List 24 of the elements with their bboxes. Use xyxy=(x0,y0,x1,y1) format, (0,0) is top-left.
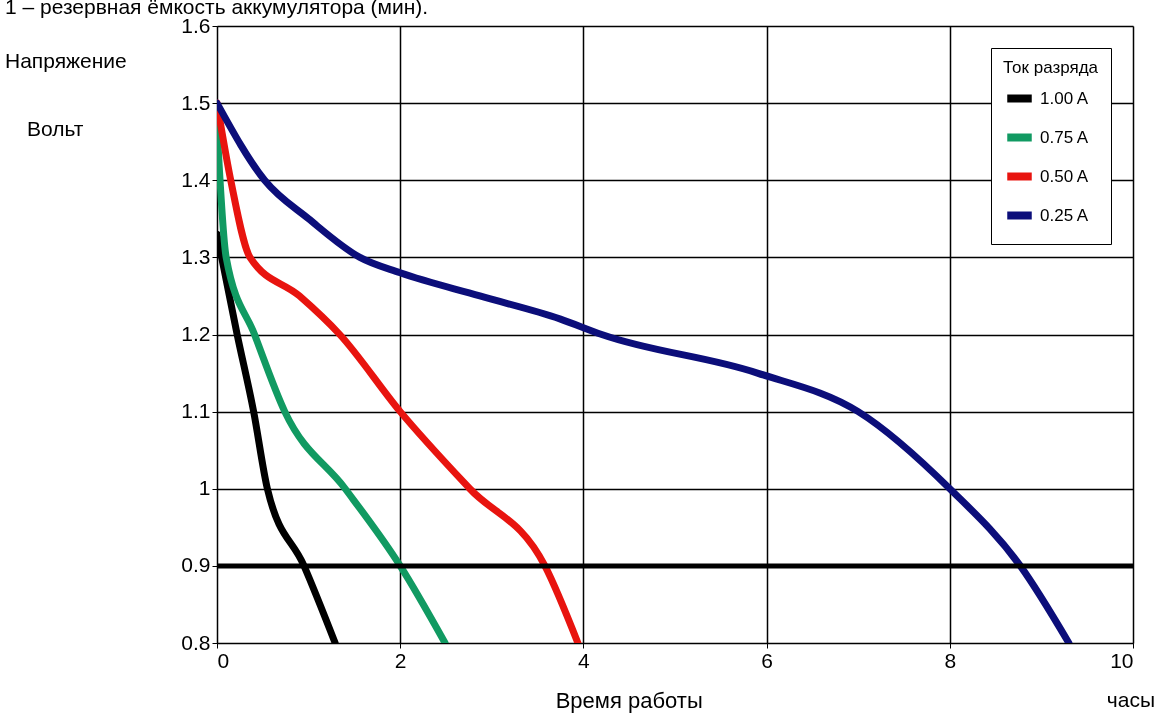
text: Вольт xyxy=(27,117,84,140)
legend-title: Ток разряда xyxy=(1003,58,1099,77)
y-axis-title: Напряжение xyxy=(5,49,127,72)
x-tick-label: 6 xyxy=(761,648,773,672)
text: часы xyxy=(1106,688,1155,711)
x-tick-label: 0 xyxy=(217,648,230,672)
y-tick-label: 1.3 xyxy=(181,244,211,268)
y-tick-label: 0.8 xyxy=(181,630,211,654)
legend-label: 0.25 A xyxy=(1040,205,1089,225)
x-tick-label: 8 xyxy=(944,648,957,672)
legend-label: 1.00 A xyxy=(1040,88,1089,108)
y-tick-label: 1.2 xyxy=(181,322,211,345)
y-tick-label: 1.5 xyxy=(181,90,211,114)
legend-label: 0.75 A xyxy=(1040,127,1089,147)
x-tick-label: 4 xyxy=(578,648,591,672)
legend-label: 0.50 A xyxy=(1040,166,1089,186)
x-axis-title: Время работы xyxy=(555,688,703,713)
y-tick-label: 0.9 xyxy=(181,553,211,577)
y-tick-label: 1 xyxy=(198,476,211,500)
y-tick-label: 1.1 xyxy=(181,399,211,423)
y-tick-label: 1.6 xyxy=(181,13,211,37)
x-tick-label: 10 xyxy=(1110,648,1134,672)
y-tick-label: 1.4 xyxy=(181,167,211,191)
x-tick-label: 2 xyxy=(394,648,407,672)
